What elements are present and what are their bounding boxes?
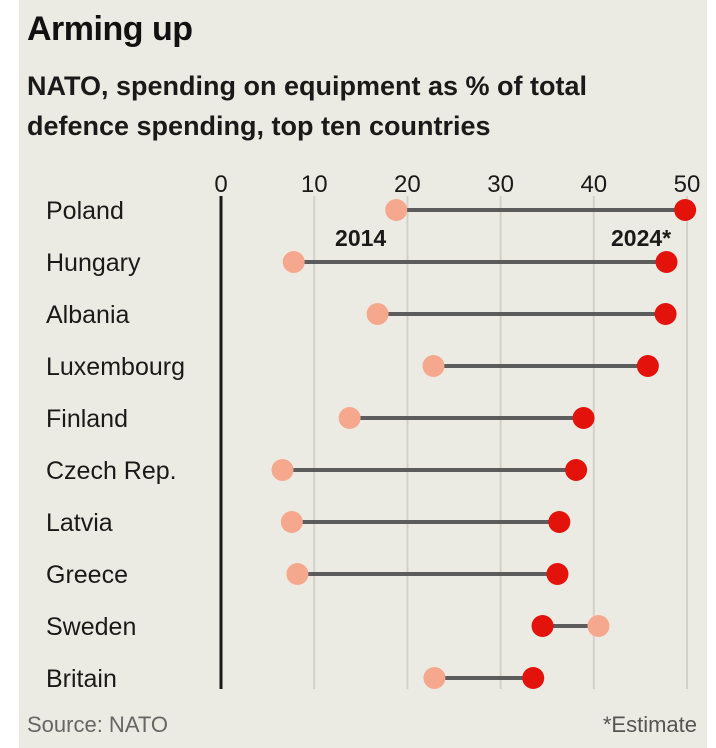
dot-2024 — [548, 511, 571, 533]
dot-2024 — [674, 199, 697, 221]
series-label-2024: 2024* — [611, 225, 671, 251]
dot-2024 — [522, 667, 545, 689]
series-label-2014: 2014 — [335, 225, 386, 251]
dot-2014 — [423, 667, 446, 689]
dot-2014 — [587, 615, 610, 637]
estimate-footnote: *Estimate — [602, 712, 697, 737]
x-tick-label: 0 — [214, 171, 227, 198]
dot-2014 — [385, 199, 408, 221]
x-tick-label: 40 — [580, 171, 607, 198]
dot-2014 — [280, 511, 303, 533]
dot-2024 — [565, 459, 588, 481]
country-label: Czech Rep. — [46, 457, 177, 485]
chart-title: Arming up — [27, 10, 193, 48]
country-label: Sweden — [46, 613, 136, 641]
x-tick-label: 20 — [394, 171, 421, 198]
dot-2014 — [286, 563, 309, 585]
country-label: Luxembourg — [46, 353, 185, 381]
x-tick-label: 30 — [487, 171, 514, 198]
dot-2014 — [282, 251, 305, 273]
country-label: Finland — [46, 405, 128, 433]
country-label: Albania — [46, 301, 129, 329]
dot-2024 — [636, 355, 659, 377]
dot-2014 — [422, 355, 445, 377]
dot-2024 — [654, 303, 677, 325]
x-tick-label: 10 — [301, 171, 328, 198]
country-label: Britain — [46, 665, 117, 693]
dot-2014 — [271, 459, 294, 481]
source-note: Source: NATO — [27, 712, 169, 737]
x-tick-label: 50 — [674, 171, 701, 198]
country-label: Poland — [46, 197, 124, 225]
dot-2014 — [366, 303, 389, 325]
country-label: Latvia — [46, 509, 113, 537]
country-label: Hungary — [46, 249, 141, 277]
dot-2014 — [338, 407, 361, 429]
dot-2024 — [546, 563, 569, 585]
dot-2024 — [655, 251, 678, 273]
chart-subtitle: NATO, spending on equipment as % of tota… — [27, 71, 588, 141]
dot-2024 — [531, 615, 554, 637]
country-label: Greece — [46, 561, 128, 589]
dot-2024 — [572, 407, 595, 429]
